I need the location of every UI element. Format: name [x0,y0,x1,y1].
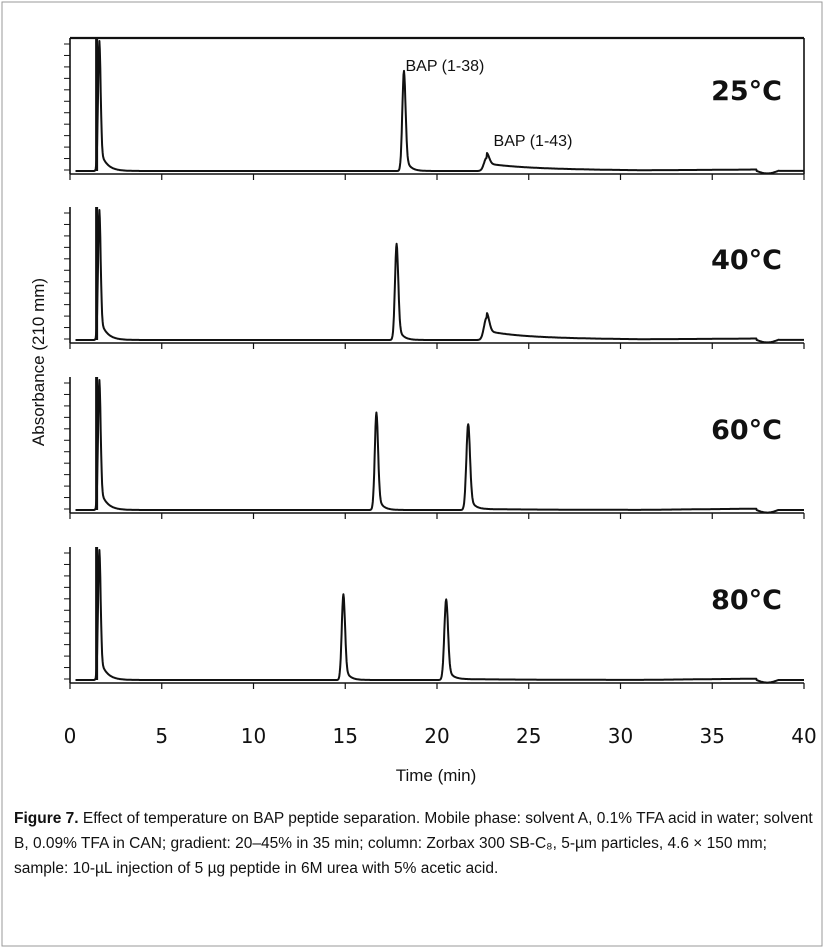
signal-trace [75,379,805,514]
x-tick-label: 0 [64,724,77,748]
peak-annotation: BAP (1-38) [405,58,484,75]
panel-1: 25°C BAP (1-38) BAP (1-43) [64,36,805,180]
y-axis-title: Absorbance (210 mm) [29,278,48,446]
x-axis-title: Time (min) [396,766,477,785]
panel-2: 40°C [64,207,805,349]
temperature-label: 25°C [711,76,782,107]
x-tick-label: 25 [516,724,541,748]
panels-group: 25°C BAP (1-38) BAP (1-43) 40°C 60°C 80°C [64,36,805,689]
peak-annotation: BAP (1-43) [494,133,573,150]
figure-label: Figure 7. [14,810,79,827]
temperature-label: 80°C [711,585,782,616]
temperature-label: 40°C [711,245,782,276]
temperature-label: 60°C [711,415,782,446]
caption-text: Effect of temperature on BAP peptide sep… [14,810,813,877]
x-axis: 0 5 10 15 20 25 30 35 40 [64,724,817,748]
panel-4: 80°C [64,547,805,689]
x-tick-label: 15 [333,724,358,748]
x-tick-label: 5 [155,724,168,748]
x-tick-label: 20 [424,724,449,748]
signal-trace [75,549,805,684]
x-tick-label: 35 [700,724,725,748]
panel-3: 60°C [64,377,805,519]
signal-trace [75,40,805,175]
x-tick-label: 40 [791,724,816,748]
figure-caption: Figure 7. Effect of temperature on BAP p… [14,806,814,881]
signal-trace [75,209,805,344]
x-tick-label: 10 [241,724,266,748]
x-tick-label: 30 [608,724,633,748]
